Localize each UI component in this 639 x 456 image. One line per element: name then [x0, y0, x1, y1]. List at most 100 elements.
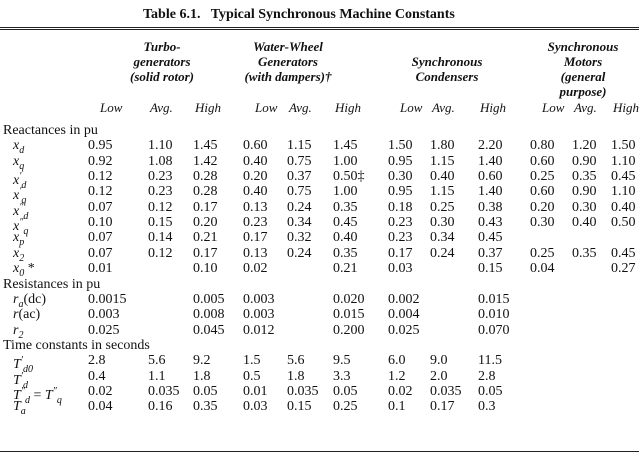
- cell: 0.03: [388, 261, 413, 277]
- cell: 0.12: [148, 199, 173, 215]
- cell: 2.20: [478, 138, 503, 154]
- label-part: d: [21, 180, 27, 192]
- row-label: xq: [13, 154, 24, 174]
- cell: 0.200: [333, 322, 365, 338]
- cell: 0.25: [530, 169, 555, 185]
- cell: 0.45: [333, 215, 358, 231]
- cell: 1.08: [148, 153, 173, 169]
- cell: 0.90: [572, 184, 597, 200]
- cell: 9.5: [333, 353, 351, 369]
- section-heading: Time constants in seconds: [3, 337, 150, 353]
- label-part: (ac): [18, 307, 41, 323]
- table-title: Table 6.1. Typical Synchronous Machine C…: [143, 7, 455, 22]
- cell: 0.04: [530, 261, 555, 277]
- group-header: (general: [560, 69, 606, 84]
- cell: 0.17: [193, 245, 218, 261]
- row-label: T′d0: [13, 353, 33, 377]
- group-header: Condensers: [415, 69, 479, 84]
- label-part: x: [13, 261, 20, 277]
- cell: 0.40: [611, 199, 636, 215]
- cell: 0.1: [388, 399, 406, 415]
- cell: 0.003: [88, 307, 120, 323]
- cell: 0.95: [388, 153, 413, 169]
- label-part: 2: [19, 252, 25, 264]
- label-part: T: [13, 399, 21, 415]
- label-part: *: [24, 261, 35, 277]
- row-label: T′d: [13, 369, 28, 393]
- label-part: d: [24, 394, 30, 406]
- cell: 0.60: [478, 169, 503, 185]
- row-label: T″d = T″q: [13, 384, 62, 408]
- cell: 1.40: [478, 184, 503, 200]
- label-part: x: [13, 188, 20, 204]
- cell: 0.02: [243, 261, 268, 277]
- cell: 0.30: [430, 215, 455, 231]
- label-part: a: [20, 406, 26, 418]
- cell: 0.13: [243, 199, 268, 215]
- group-header: Generators: [258, 54, 318, 69]
- cell: 0.35: [333, 199, 358, 215]
- label-part: T: [13, 387, 21, 403]
- cell: 0.35: [572, 169, 597, 185]
- cell: 0.25: [430, 199, 455, 215]
- label-part: d: [23, 210, 29, 222]
- label-part: q: [21, 195, 27, 207]
- cell: 5.6: [287, 353, 305, 369]
- cell: 0.21: [333, 261, 358, 277]
- label-part: d: [22, 379, 28, 391]
- section-heading: Reactances in pu: [3, 123, 98, 138]
- cell: 2.0: [430, 368, 448, 384]
- cell: 0.17: [193, 199, 218, 215]
- row-label: r(ac): [13, 307, 40, 322]
- cell: 0.45: [611, 169, 636, 185]
- cell: 1.20: [572, 138, 597, 154]
- cell: 0.015: [333, 307, 365, 323]
- cell: 0.05: [478, 383, 503, 399]
- cell: 1.8: [287, 368, 305, 384]
- cell: 2.8: [478, 368, 496, 384]
- cell: 0.15: [287, 399, 312, 415]
- cell: 1.50: [611, 138, 636, 154]
- cell: 0.37: [287, 169, 312, 185]
- cell: 0.035: [430, 383, 462, 399]
- label-part: ′: [20, 370, 23, 382]
- cell: 6.0: [388, 353, 406, 369]
- cell: 0.035: [148, 383, 180, 399]
- cell: 0.20: [530, 199, 555, 215]
- cell: 0.27: [611, 261, 636, 277]
- cell: 0.60: [530, 184, 555, 200]
- group-header: (with dampers)†: [244, 69, 332, 84]
- row-label: Ta: [13, 399, 26, 419]
- cell: 0.05: [193, 383, 218, 399]
- cell: 0.17: [430, 399, 455, 415]
- cell: 0.17: [388, 245, 413, 261]
- cell: 0.35: [572, 245, 597, 261]
- label-part: ″: [19, 217, 24, 229]
- cell: 0.03: [243, 399, 268, 415]
- cell: 0.16: [148, 399, 173, 415]
- label-part: ′: [20, 355, 23, 367]
- group-header: Motors: [563, 54, 603, 69]
- cell: 0.10: [88, 215, 113, 231]
- cell: 0.25: [530, 245, 555, 261]
- group-header: Turbo-: [143, 39, 181, 54]
- cell: 3.3: [333, 368, 351, 384]
- top-rule: [0, 27, 639, 28]
- cell: 1.10: [611, 184, 636, 200]
- label-part: q: [56, 394, 62, 406]
- label-part: T: [13, 357, 21, 373]
- label-part: x: [13, 203, 20, 219]
- cell: 0.80: [530, 138, 555, 154]
- cell: 9.0: [430, 353, 448, 369]
- cell: 1.50: [388, 138, 413, 154]
- cell: 1.45: [333, 138, 358, 154]
- row-label: xp: [13, 230, 24, 250]
- cell: 0.10: [193, 261, 218, 277]
- cell: 0.24: [287, 245, 312, 261]
- cell: 0.025: [388, 322, 420, 338]
- cell: 0.23: [388, 215, 413, 231]
- cell: 0.008: [193, 307, 225, 323]
- cell: 0.015: [478, 291, 510, 307]
- label-part: ″: [19, 201, 24, 213]
- cell: 0.60: [243, 138, 268, 154]
